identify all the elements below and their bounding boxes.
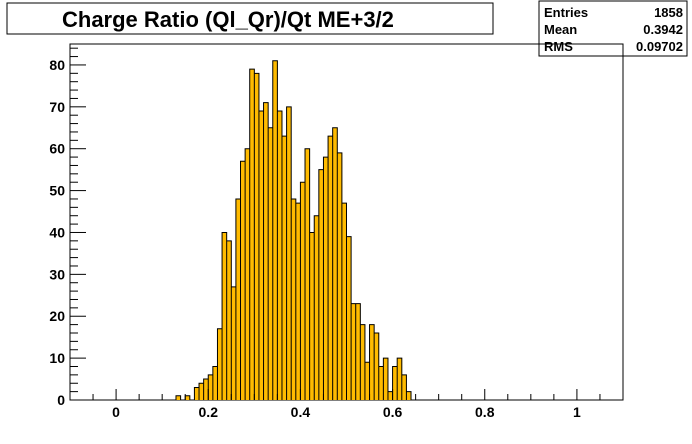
histogram-bar — [291, 198, 297, 400]
chart-title: Charge Ratio (Ql_Qr)/Qt ME+3/2 — [62, 7, 394, 32]
x-tick-label: 1 — [573, 404, 581, 420]
x-tick-label: 0.2 — [199, 404, 219, 420]
histogram-bar — [226, 240, 232, 400]
histogram-bar — [222, 232, 227, 400]
histogram-bar — [397, 358, 403, 400]
y-tick-label: 40 — [49, 224, 65, 240]
histogram-bar — [175, 395, 181, 400]
histogram-bar — [231, 286, 237, 400]
stats-entries-label: Entries — [544, 5, 588, 20]
histogram-bar — [254, 73, 260, 400]
histogram-bar — [346, 236, 352, 400]
histogram-bar — [369, 324, 375, 400]
histogram-bar — [341, 203, 347, 400]
stats-entries-value: 1858 — [654, 5, 683, 20]
y-tick-label: 20 — [49, 308, 65, 324]
histogram-bar — [277, 111, 283, 400]
histogram-bar — [309, 232, 315, 400]
histogram-bar — [406, 391, 412, 400]
histogram-bar — [337, 152, 343, 400]
histogram-bar — [300, 182, 306, 400]
histogram-bar — [249, 69, 255, 400]
y-axis: 0 10 20 30 40 50 60 70 80 — [49, 47, 86, 408]
histogram-bar — [272, 60, 278, 400]
histogram-bar — [401, 374, 407, 400]
histogram-bar — [355, 303, 361, 400]
histogram-bar — [258, 111, 264, 400]
histogram-bar — [351, 303, 357, 400]
stats-mean-label: Mean — [544, 22, 577, 37]
histogram-bar — [323, 157, 329, 400]
histogram-bar — [392, 366, 398, 400]
y-tick-label: 30 — [49, 266, 65, 282]
histogram-bars — [175, 60, 412, 400]
histogram-bar — [328, 136, 333, 400]
x-tick-label: 0.8 — [475, 404, 495, 420]
histogram-bar — [314, 215, 320, 400]
histogram-bar — [281, 136, 287, 400]
y-tick-label: 10 — [49, 350, 65, 366]
histogram-bar — [305, 148, 310, 400]
histogram-bar — [378, 366, 384, 400]
y-tick-label: 80 — [49, 57, 65, 73]
histogram-bar — [203, 379, 209, 400]
histogram-bar — [208, 374, 214, 400]
stats-rms-label: RMS — [544, 39, 573, 54]
histogram-bar — [383, 358, 389, 400]
histogram-bar — [360, 324, 366, 400]
histogram-bar — [217, 328, 223, 400]
y-tick-label: 50 — [49, 183, 65, 199]
x-tick-label: 0.6 — [383, 404, 403, 420]
x-tick-label: 0 — [112, 404, 120, 420]
histogram-bar — [199, 383, 204, 400]
histogram-bar — [194, 387, 200, 400]
histogram-bar — [185, 395, 191, 400]
y-tick-label: 0 — [57, 392, 65, 408]
histogram-bar — [212, 366, 218, 400]
stats-box — [538, 0, 688, 57]
histogram-bar — [318, 169, 324, 400]
y-tick-label: 60 — [49, 141, 65, 157]
histogram-bar — [235, 198, 241, 400]
histogram-bar — [286, 106, 292, 400]
x-tick-label: 0.4 — [291, 404, 311, 420]
stats-mean-value: 0.3942 — [643, 22, 683, 37]
histogram-bar — [387, 391, 393, 400]
histogram-outline — [175, 60, 412, 400]
x-axis: 0 0.2 0.4 0.6 0.8 1 — [69, 389, 624, 420]
histogram-bar — [295, 203, 301, 400]
histogram-bar — [364, 362, 370, 400]
y-tick-label: 70 — [49, 99, 65, 115]
histogram-bar — [240, 161, 246, 400]
histogram-bar — [245, 148, 251, 400]
title-box — [6, 2, 494, 35]
histogram-bar — [332, 127, 338, 400]
histogram-bar — [374, 332, 380, 400]
stats-rms-value: 0.09702 — [636, 39, 683, 54]
histogram-bar — [263, 102, 269, 400]
histogram-bar — [268, 127, 274, 400]
